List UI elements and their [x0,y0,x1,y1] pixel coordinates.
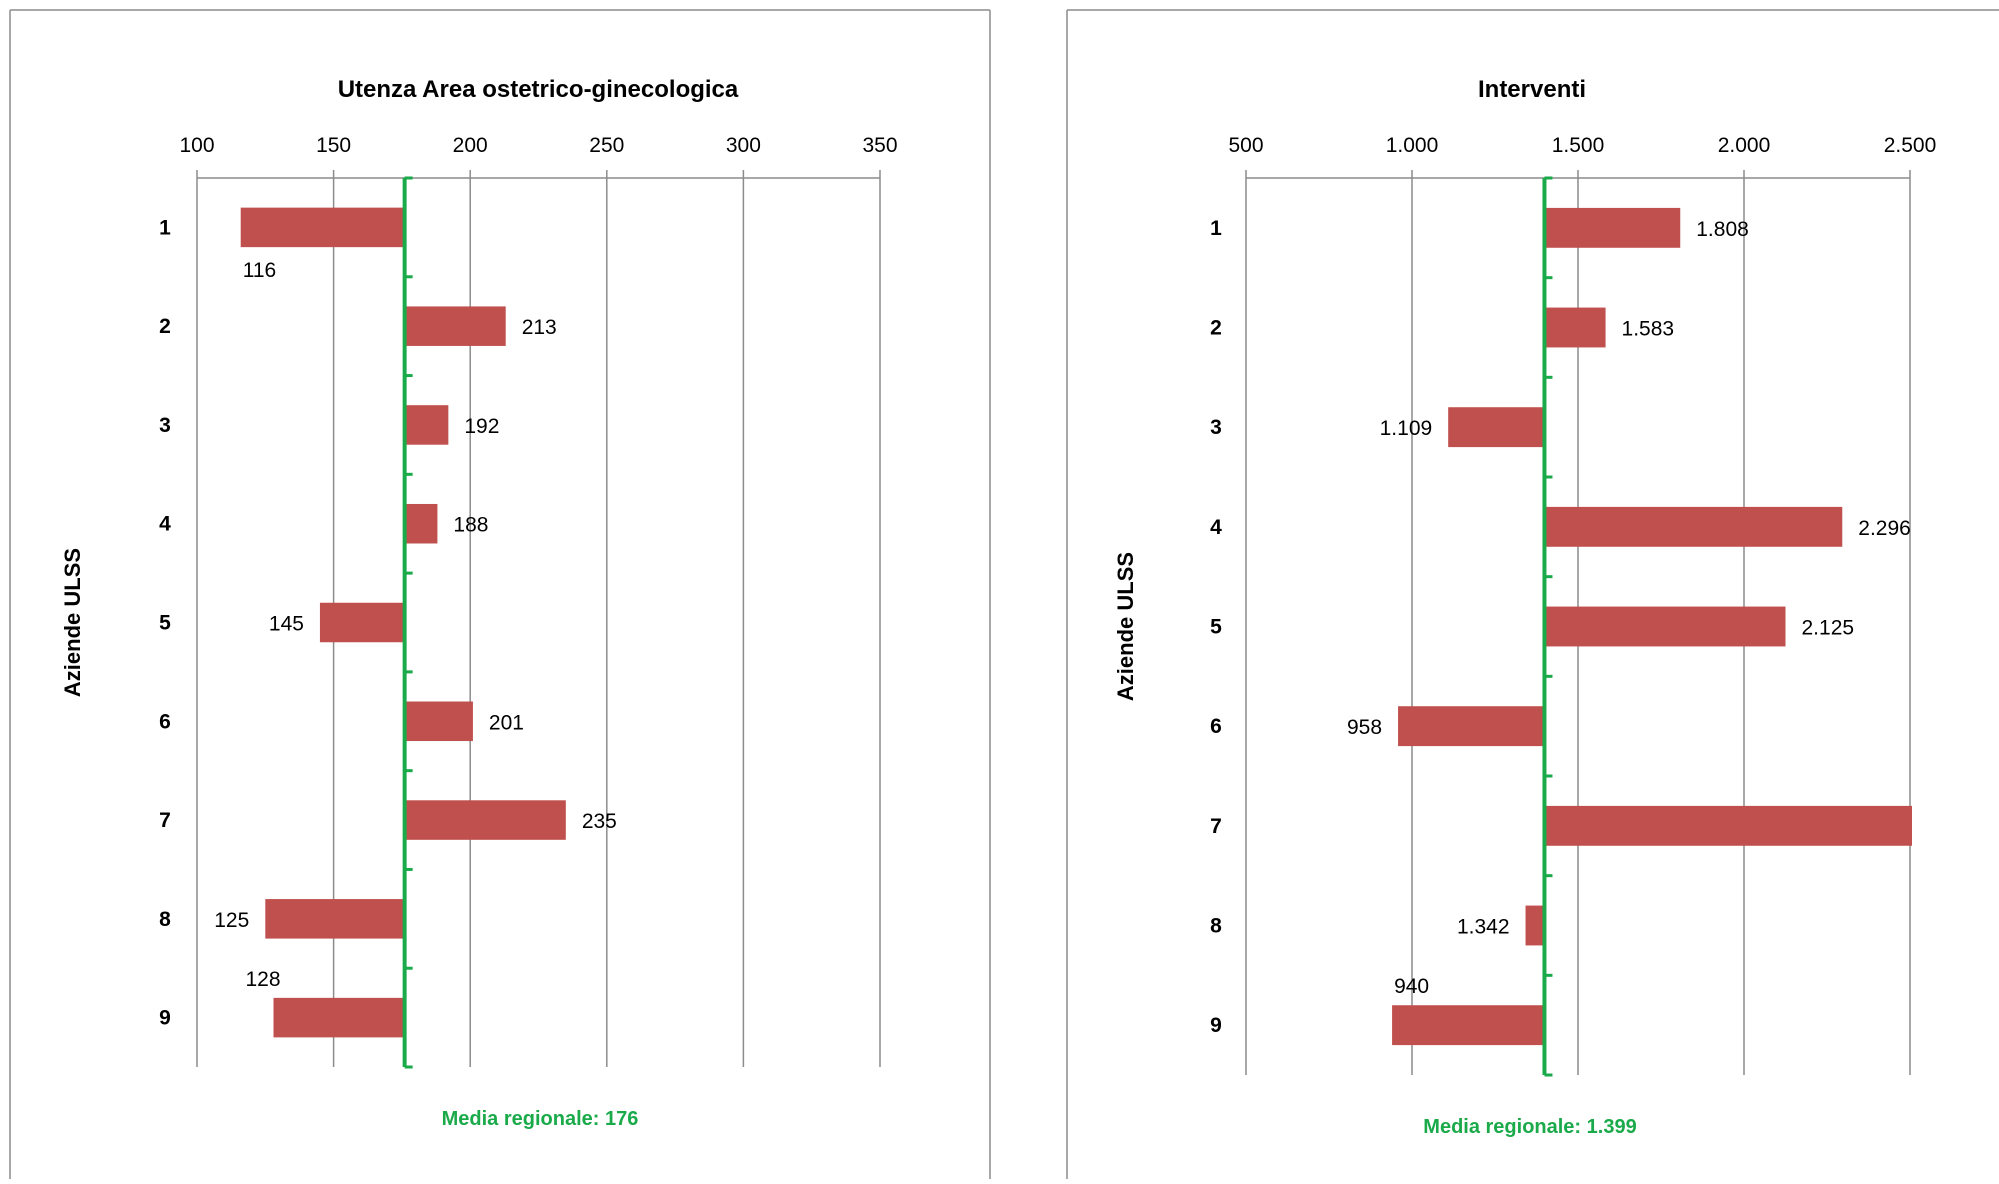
category-label: 4 [1210,516,1222,539]
data-label: 145 [269,613,304,636]
bar [1544,506,1843,547]
chart-title: Utenza Area ostetrico-ginecologica [338,76,739,103]
category-label: 3 [159,414,171,437]
x-tick-label: 2.000 [1718,134,1771,157]
bar [404,701,473,742]
bar [1544,307,1606,348]
data-label: 2.296 [1858,517,1911,540]
x-tick-label: 1.000 [1386,134,1439,157]
category-label: 9 [1210,1014,1222,1037]
data-label: 940 [1394,975,1429,998]
category-label: 4 [159,513,171,536]
bar [265,899,405,939]
data-label: 116 [243,259,276,282]
bar [273,997,405,1038]
category-label: 2 [159,315,171,338]
mean-label: Media regionale: 176 [442,1108,639,1130]
bar [1392,1005,1545,1046]
data-label: 1.109 [1380,417,1433,440]
chart-utenza: Utenza Area ostetrico-ginecologica 100 150… [9,9,991,1179]
data-label: 201 [489,711,524,734]
data-label: 128 [245,968,280,991]
x-tick-label: 2.500 [1884,134,1937,157]
x-tick-label: 250 [589,134,624,157]
bar [404,405,449,445]
data-label: 125 [214,909,249,932]
category-label: 5 [1210,616,1222,639]
x-tick-label: 350 [862,134,897,157]
data-label: 1.583 [1622,318,1675,341]
category-label: 8 [1210,915,1222,938]
data-label: 213 [522,316,557,339]
category-label: 1 [159,216,171,239]
bar [404,503,438,544]
chart-title: Interventi [1478,76,1586,103]
category-label: 6 [159,710,171,733]
data-label: 1.808 [1696,218,1749,241]
mean-label: Media regionale: 1.399 [1423,1116,1636,1138]
y-axis-label: Aziende ULSS [60,548,85,697]
chart-interventi: Interventi 500 1.000 1.500 2.000 2.500 Aziende… [1066,9,1999,1179]
chart-left-panel: Utenza Area ostetrico-ginecologica 100 150… [0,0,1000,1179]
y-axis-label: Aziende ULSS [1113,552,1138,701]
x-tick-label: 500 [1228,134,1263,157]
bar [404,800,566,840]
chart-right-panel: Interventi 500 1.000 1.500 2.000 2.500 Aziende… [1000,0,1999,1179]
data-label: 188 [453,514,488,537]
category-label: 7 [159,809,171,832]
category-label: 9 [159,1007,171,1030]
bar [1544,606,1786,647]
data-label: 1.342 [1457,916,1510,939]
category-label: 1 [1210,217,1222,240]
bar [1448,407,1545,448]
data-label: 958 [1347,716,1382,739]
category-label: 3 [1210,416,1222,439]
data-label: 192 [464,415,499,438]
data-label: 235 [582,810,617,833]
category-label: 8 [159,908,171,931]
bar [1525,905,1545,946]
bar [1398,706,1545,747]
x-tick-label: 300 [726,134,761,157]
x-tick-label: 100 [179,134,214,157]
category-label: 5 [159,612,171,635]
bar [1544,207,1681,248]
category-label: 6 [1210,715,1222,738]
data-label: 2.125 [1802,617,1855,640]
x-tick-label: 150 [316,134,351,157]
category-label: 2 [1210,317,1222,340]
category-label: 7 [1210,815,1222,838]
x-tick-label: 1.500 [1552,134,1605,157]
x-tick-label: 200 [453,134,488,157]
bar [404,306,506,346]
bar [319,602,405,643]
bar [240,207,405,248]
bar [1544,805,1912,846]
